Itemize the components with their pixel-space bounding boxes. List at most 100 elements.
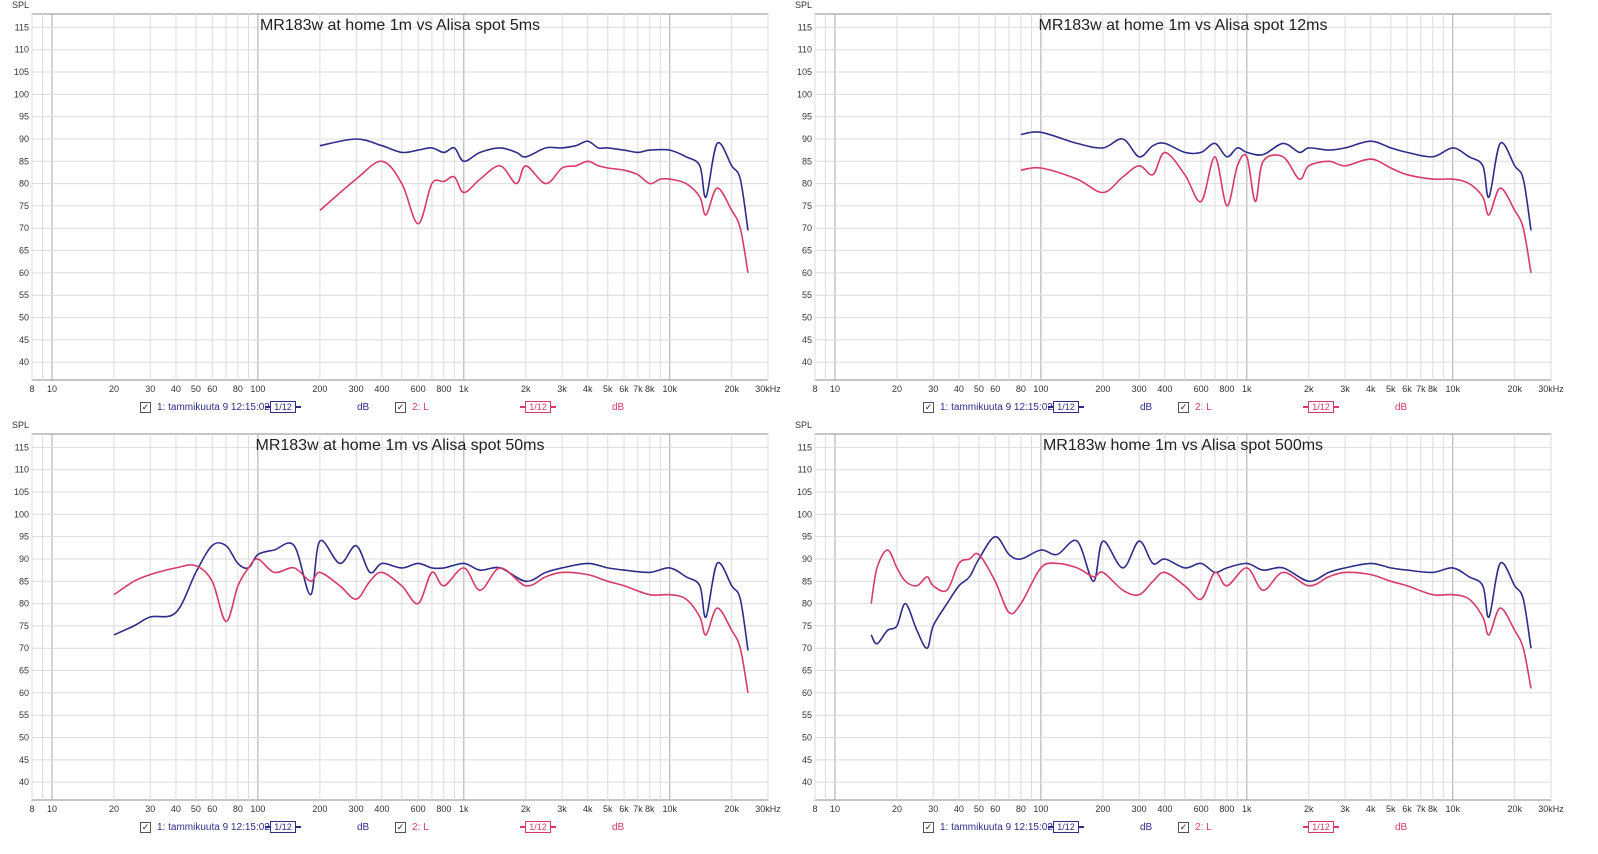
legend-smoothing-2[interactable]: 1/12 [1303, 401, 1339, 413]
y-tick-label: 90 [802, 554, 812, 564]
legend-smoothing-1[interactable]: 1/12 [1048, 821, 1084, 833]
x-tick-label: 2k [1304, 804, 1314, 814]
x-tick-label: 6k [619, 384, 629, 394]
x-tick-label: 5k [1386, 804, 1396, 814]
x-tick-label: 6k [1402, 384, 1412, 394]
x-tick-label: 10 [47, 384, 57, 394]
legend-smoothing-1[interactable]: 1/12 [265, 821, 301, 833]
legend-unit-2: dB [612, 822, 625, 833]
y-tick-label: 95 [19, 532, 29, 542]
x-tick-label: 30kHz [1538, 384, 1564, 394]
legend-label-1: 1: tammikuuta 9 12:15:02 [940, 822, 1053, 833]
y-tick-label: 60 [19, 688, 29, 698]
legend-checkbox-1[interactable]: ✓ [923, 402, 934, 413]
chart-panel-2: 40 45 50 55 60 65 70 75 80 85 90 95 100 105 110 115 8 10 2… [783, 0, 1564, 420]
x-tick-label: 20k [1507, 804, 1522, 814]
x-tick-label: 400 [374, 384, 389, 394]
legend-checkbox-2[interactable]: ✓ [395, 822, 406, 833]
legend-smoothing-2[interactable]: 1/12 [520, 401, 556, 413]
legend-smoothing-1[interactable]: 1/12 [1048, 401, 1084, 413]
y-tick-label: 40 [802, 357, 812, 367]
x-tick-label: 7k [633, 384, 643, 394]
x-tick-label: 10k [662, 804, 677, 814]
x-tick-label: 10k [1445, 804, 1460, 814]
y-tick-label: 75 [802, 621, 812, 631]
x-tick-label: 20 [892, 384, 902, 394]
chart-1-svg: 40 45 50 55 60 65 70 75 80 85 90 95 100 105 110 115 8 10 2… [12, 0, 781, 394]
legend-unit-1: dB [357, 402, 370, 413]
x-tick-label: 300 [349, 384, 364, 394]
x-tick-label: 600 [1194, 384, 1209, 394]
y-tick-label: 50 [19, 313, 29, 323]
y-tick-label: 40 [19, 357, 29, 367]
x-tick-label: 100 [1033, 804, 1048, 814]
x-tick-label: 1k [459, 384, 469, 394]
legend-item-1: ✓ 1: tammikuuta 9 12:15:02 [140, 822, 270, 833]
x-tick-label: 10 [47, 804, 57, 814]
x-tick-label: 20k [724, 384, 739, 394]
y-tick-label: 80 [19, 179, 29, 189]
x-tick-label: 30 [145, 804, 155, 814]
legend-item-2: ✓ 2: L [395, 402, 429, 413]
y-tick-label: 90 [19, 134, 29, 144]
chart-panel-4: 40 45 50 55 60 65 70 75 80 85 90 95 100 105 110 115 8 10 2… [783, 420, 1564, 840]
legend-smoothing-2[interactable]: 1/12 [1303, 821, 1339, 833]
y-tick-label: 50 [802, 733, 812, 743]
x-tick-label: 50 [191, 384, 201, 394]
chart-4-svg: 40 45 50 55 60 65 70 75 80 85 90 95 100 105 110 115 8 10 2… [795, 420, 1564, 814]
x-tick-label: 80 [233, 384, 243, 394]
y-tick-label: 60 [802, 268, 812, 278]
x-tick-label: 4k [1366, 804, 1376, 814]
x-tick-label: 40 [954, 804, 964, 814]
chart-2-legend: ✓ 1: tammikuuta 9 12:15:02 1/12 dB ✓ 2: L 1/12… [923, 400, 1563, 418]
legend-checkbox-2[interactable]: ✓ [1178, 822, 1189, 833]
x-tick-label: 20 [109, 384, 119, 394]
legend-smoothing-2[interactable]: 1/12 [520, 821, 556, 833]
x-tick-label: 200 [1095, 804, 1110, 814]
legend-checkbox-1[interactable]: ✓ [140, 822, 151, 833]
x-tick-label: 1k [1242, 804, 1252, 814]
x-tick-label: 80 [1016, 804, 1026, 814]
x-tick-label: 30 [928, 804, 938, 814]
plot-area [814, 13, 1552, 381]
y-tick-label: 75 [19, 621, 29, 631]
x-tick-label: 100 [250, 384, 265, 394]
x-tick-label: 200 [312, 384, 327, 394]
legend-item-2: ✓ 2: L [1178, 822, 1212, 833]
chart-1-legend: ✓ 1: tammikuuta 9 12:15:02 1/12 dB ✓ 2: L 1/12… [140, 400, 780, 418]
x-tick-label: 20k [724, 804, 739, 814]
y-tick-label: 110 [798, 465, 812, 475]
legend-unit-1: dB [1140, 822, 1153, 833]
x-tick-label: 30kHz [755, 804, 781, 814]
series-1-line [113, 539, 749, 651]
y-tick-label: 85 [19, 576, 29, 586]
chart-title: MR183w at home 1m vs Alisa spot 12ms [1038, 17, 1327, 34]
y-tick-label: 80 [802, 599, 812, 609]
chart-2-svg: 40 45 50 55 60 65 70 75 80 85 90 95 100 105 110 115 8 10 2… [795, 0, 1564, 394]
legend-label-2: 2: L [412, 822, 429, 833]
y-tick-label: 95 [19, 112, 29, 122]
x-tick-label: 20 [892, 804, 902, 814]
y-axis-label: SPL [795, 0, 812, 10]
legend-checkbox-2[interactable]: ✓ [1178, 402, 1189, 413]
y-tick-label: 110 [798, 45, 812, 55]
x-tick-label: 2k [1304, 384, 1314, 394]
y-tick-label: 75 [802, 201, 812, 211]
y-tick-label: 65 [802, 666, 812, 676]
y-tick-label: 75 [19, 201, 29, 211]
y-tick-label: 110 [15, 465, 29, 475]
y-tick-label: 105 [14, 487, 29, 497]
x-tick-label: 7k [633, 804, 643, 814]
y-tick-label: 45 [802, 335, 812, 345]
series-2-line [870, 549, 1532, 689]
x-tick-label: 800 [1219, 804, 1234, 814]
legend-checkbox-2[interactable]: ✓ [395, 402, 406, 413]
legend-checkbox-1[interactable]: ✓ [140, 402, 151, 413]
y-tick-label: 60 [19, 268, 29, 278]
x-tick-label: 8k [645, 384, 655, 394]
y-tick-label: 115 [15, 442, 29, 452]
legend-smoothing-1[interactable]: 1/12 [265, 401, 301, 413]
legend-checkbox-1[interactable]: ✓ [923, 822, 934, 833]
y-tick-label: 115 [15, 22, 29, 32]
x-tick-label: 2k [521, 384, 531, 394]
